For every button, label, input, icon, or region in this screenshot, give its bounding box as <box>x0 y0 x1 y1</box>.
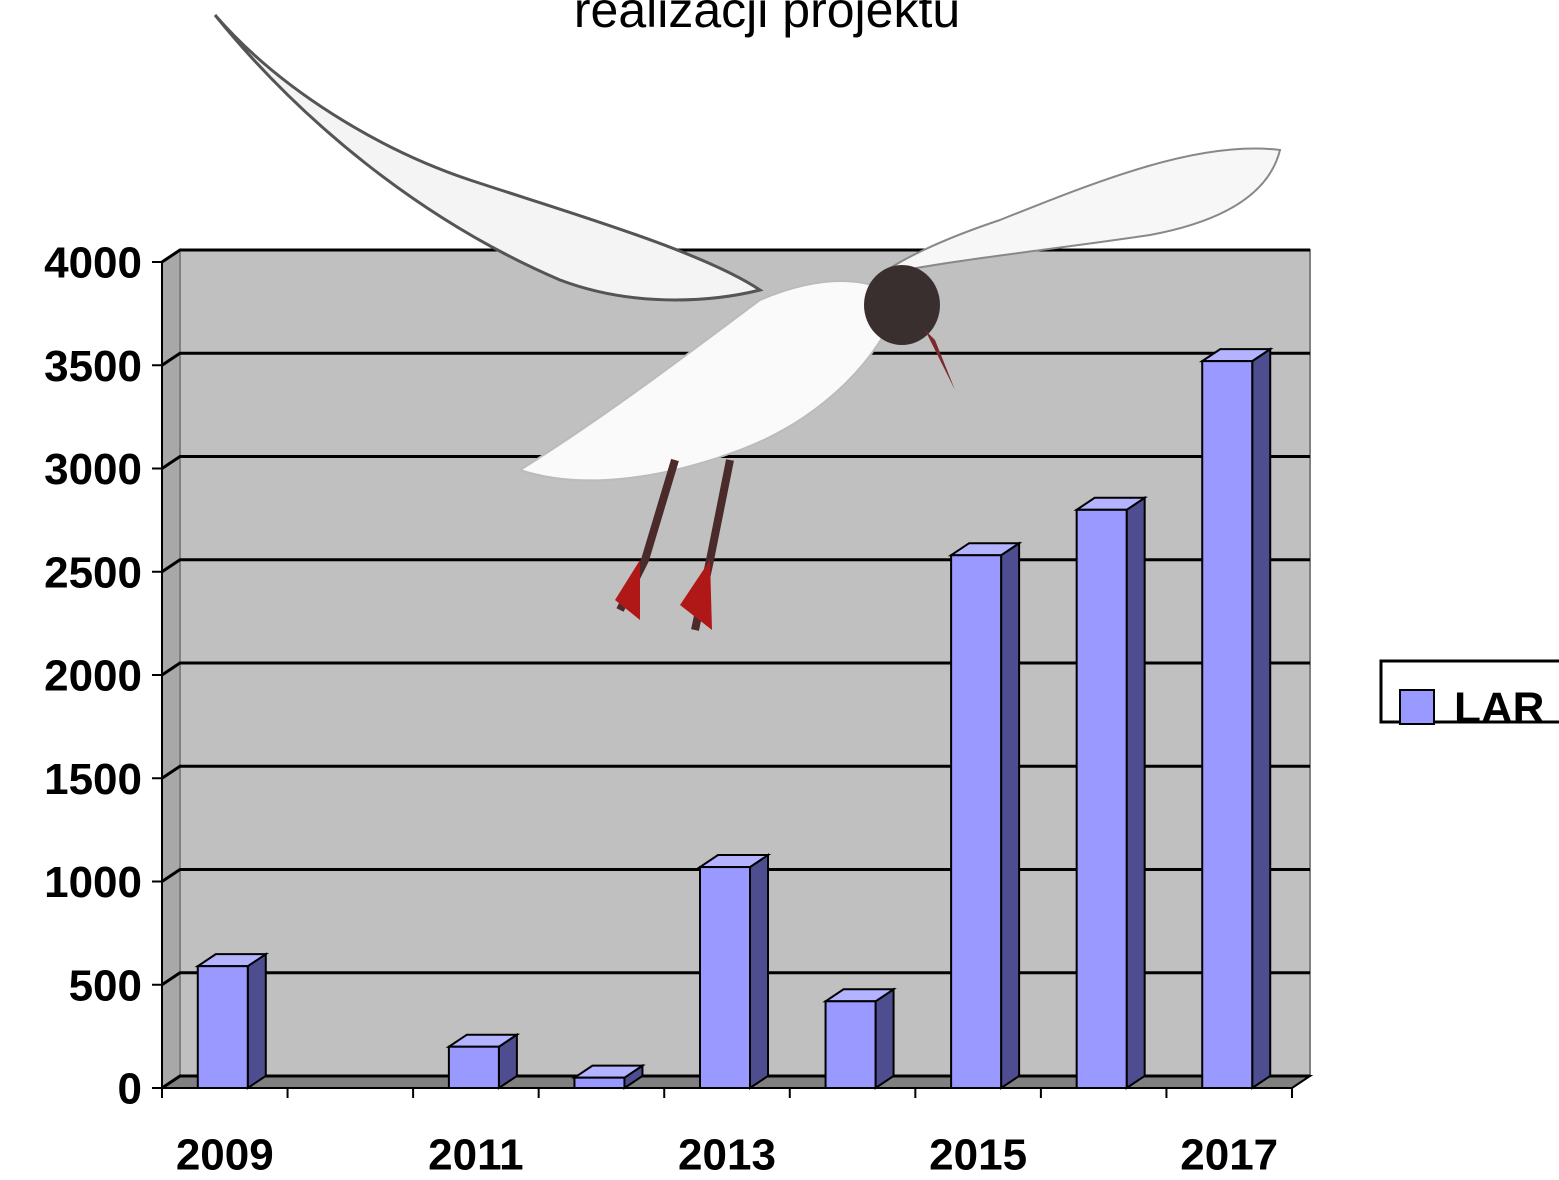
y-tick-label: 4000 <box>44 239 142 288</box>
grid-line <box>161 455 1310 470</box>
grid-line <box>161 661 1310 677</box>
grid-line <box>161 764 1310 780</box>
bar-side <box>749 853 769 1090</box>
bar-side <box>1251 347 1272 1090</box>
bar <box>947 541 1023 1090</box>
bar <box>194 952 270 1090</box>
grid-line <box>161 971 1310 986</box>
legend-swatch <box>1399 689 1435 725</box>
y-tick-label: 2500 <box>44 548 142 597</box>
x-tick-label: 2013 <box>678 1131 776 1180</box>
chart-title: realizacji projektu <box>574 0 960 38</box>
y-tick-label: 0 <box>118 1065 142 1114</box>
bar-side <box>874 987 895 1090</box>
x-tick-label: 2017 <box>1180 1131 1278 1180</box>
gull-illustration <box>213 14 1282 631</box>
y-tick-label: 1500 <box>44 755 142 804</box>
bar <box>571 1063 646 1090</box>
plot-area: 0 500 1000 1500 2000 2500 3000 3500 4000 2009 2011… <box>44 239 1314 1180</box>
y-tick-label: 3000 <box>44 445 142 494</box>
y-tick-label: 1000 <box>44 858 142 907</box>
bar-side <box>246 952 267 1090</box>
bar-front <box>573 1076 626 1090</box>
y-tick-label: 500 <box>69 961 142 1010</box>
bar <box>445 1032 521 1090</box>
bar-side <box>1000 541 1021 1090</box>
legend-label: LAR <box>1454 684 1544 733</box>
grid-line <box>161 868 1310 883</box>
grid-line <box>161 351 1310 367</box>
bar <box>696 853 772 1090</box>
bar-front <box>196 965 249 1089</box>
bar-front <box>950 554 1003 1089</box>
bar <box>1073 495 1148 1090</box>
bar-front <box>1201 360 1254 1089</box>
x-tick-label: 2015 <box>929 1131 1027 1180</box>
y-tick-label: 2000 <box>44 652 142 701</box>
x-tick-label: 2011 <box>428 1131 523 1180</box>
bar-front <box>824 1000 877 1090</box>
bar-front <box>447 1045 500 1089</box>
x-tick-label: 2009 <box>176 1131 274 1180</box>
grid-line <box>161 558 1310 573</box>
y-tick-label: 3500 <box>44 342 142 391</box>
bar-side <box>1125 495 1146 1090</box>
grid-line <box>161 1074 1310 1090</box>
bar-front <box>1075 508 1128 1089</box>
bar <box>1198 347 1274 1090</box>
bar <box>822 987 897 1090</box>
bar-front <box>699 866 751 1089</box>
legend: LAR <box>1379 659 1559 733</box>
